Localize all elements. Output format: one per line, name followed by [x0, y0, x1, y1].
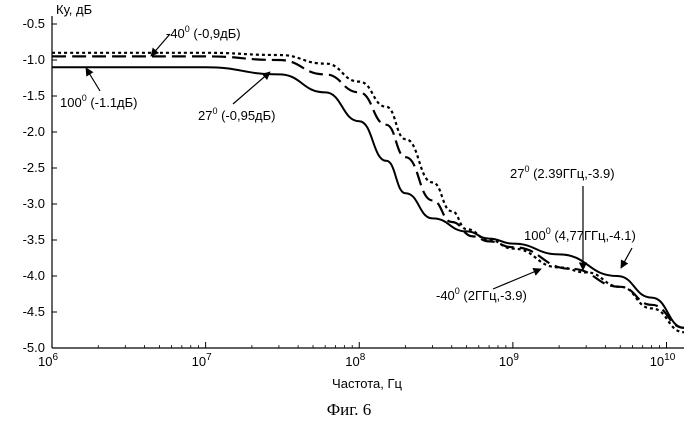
y-tick-label: -1.5 [23, 88, 45, 103]
annotation-label: -400 (-0,9дБ) [166, 24, 241, 41]
annotation-5: 1000 (4,77ГГц,-4.1) [524, 226, 636, 269]
annotation-3: 270 (-0,95дБ) [198, 71, 276, 123]
annotation-4: 270 (2.39ГГц,-3.9) [510, 164, 615, 271]
y-tick-label: -1.0 [23, 52, 45, 67]
annotation-arrow [492, 268, 542, 290]
y-tick-label: -0.5 [23, 16, 45, 31]
annotation-layer: -400 (-0,9дБ) 1000 (-1.1дБ) 270 (-0,95дБ) 2… [60, 24, 636, 303]
annotation-1: -400 (-0,9дБ) [150, 24, 241, 57]
x-tick-label: 106 [38, 352, 58, 369]
series-line-dotted [51, 51, 685, 334]
annotation-label: 1000 (-1.1дБ) [60, 93, 138, 110]
y-tick-label: -5.0 [23, 340, 45, 355]
series-line-solid [52, 66, 685, 329]
annotation-6: -400 (2ГГц,-3.9) [436, 268, 542, 303]
y-axis-title: Ку, дБ [56, 2, 92, 17]
x-tick-label: 108 [345, 352, 365, 369]
y-tick-label: -3.5 [23, 232, 45, 247]
y-tick-label: -4.0 [23, 268, 45, 283]
x-tick-label: 1010 [650, 352, 676, 369]
annotation-label: 270 (-0,95дБ) [198, 106, 276, 123]
y-tick-label: -3.0 [23, 196, 45, 211]
annotation-2: 1000 (-1.1дБ) [60, 67, 138, 110]
annotation-arrow [85, 67, 101, 92]
annotation-arrow [232, 71, 271, 105]
axes-layer [51, 16, 684, 349]
series-line-dashed [52, 55, 685, 329]
series-layer [51, 51, 685, 334]
annotation-label: -400 (2ГГц,-3.9) [436, 286, 527, 303]
annotation-arrow [620, 247, 633, 269]
annotation-label: 270 (2.39ГГц,-3.9) [510, 164, 615, 181]
x-tick-label: 109 [499, 352, 519, 369]
chart-canvas: -0.5 -1.0 -1.5 -2.0 -2.5 -3.0 -3.5 -4.0 -4.5 -5.0… [23, 2, 685, 391]
figure-caption: Фиг. 6 [326, 400, 372, 419]
x-axis-title: Частота, Гц [332, 376, 402, 391]
y-tick-label: -2.0 [23, 124, 45, 139]
annotation-arrow [150, 33, 171, 57]
x-tick-label: 107 [192, 352, 212, 369]
y-tick-label: -2.5 [23, 160, 45, 175]
ticks-layer: -0.5 -1.0 -1.5 -2.0 -2.5 -3.0 -3.5 -4.0 -4.5 -5.0… [23, 16, 676, 369]
y-tick-label: -4.5 [23, 304, 45, 319]
annotation-label: 1000 (4,77ГГц,-4.1) [524, 226, 636, 243]
